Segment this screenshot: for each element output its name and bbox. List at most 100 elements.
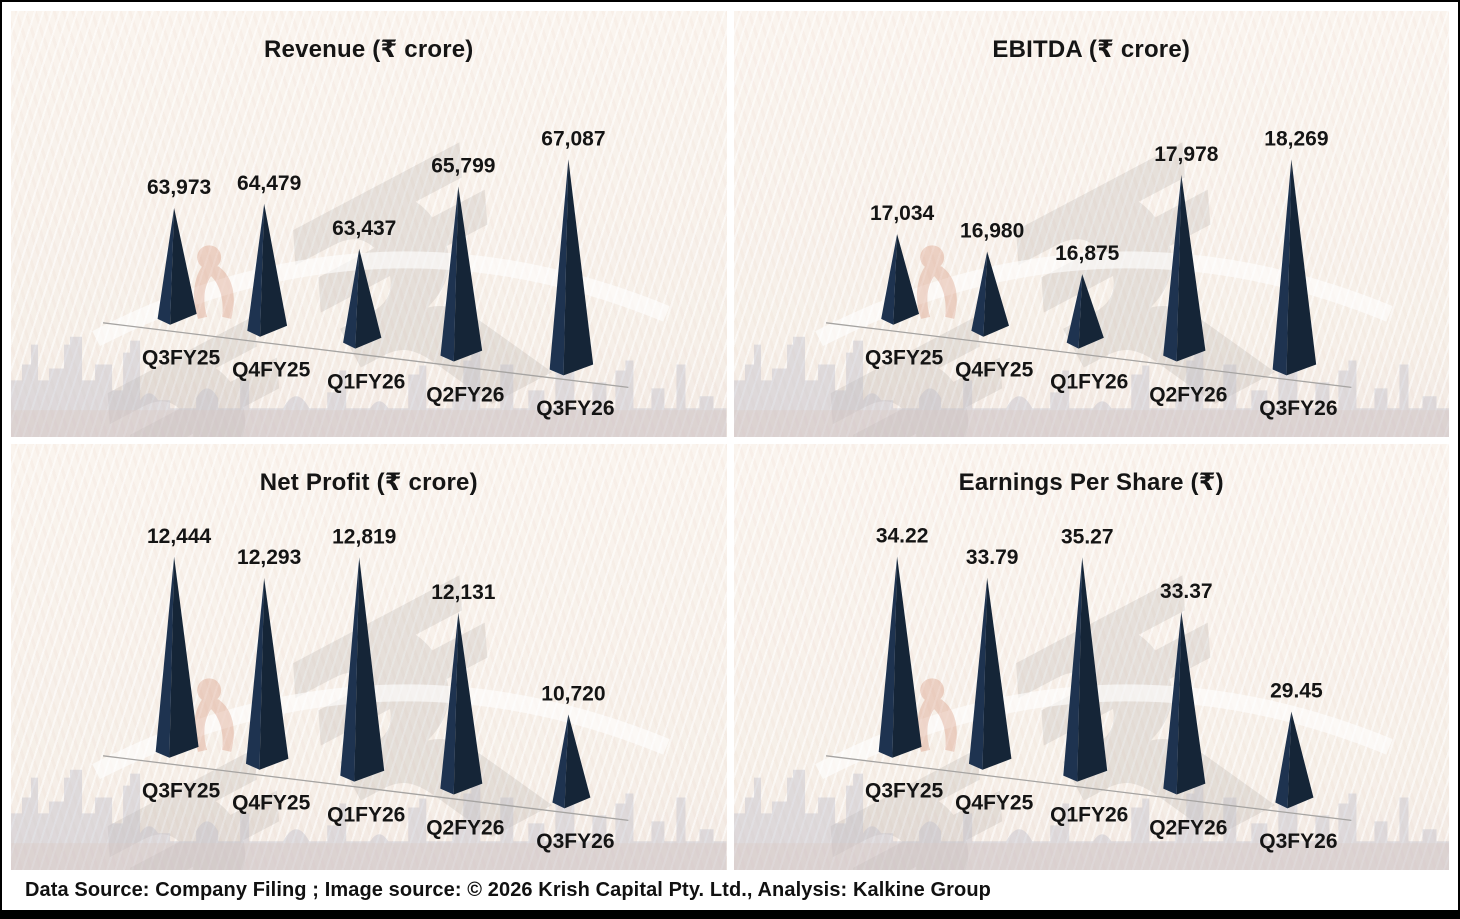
pyramid-front-face [552,714,569,809]
source-text: Data Source: Company Filing ; Image sour… [25,878,991,901]
chart-eps: 34.22 Q3FY25 33.79 Q4FY25 35.27 Q1FY26 33.37 Q2… [825,525,1352,853]
pyramid-front-face [878,556,897,758]
axis-baseline [102,322,629,388]
pyramid-front-face [549,159,569,376]
pyramid-side-face [1176,611,1205,795]
pyramid-side-face [1176,175,1205,362]
value-label: 12,444 [147,525,212,548]
pyramid-side-face [1078,274,1104,349]
pyramid-q4fy25 [970,251,1009,337]
pyramid-q2fy26 [440,612,483,795]
value-label: 34.22 [875,525,928,548]
pyramid-side-face [1286,159,1316,376]
pyramid-front-face [1162,611,1181,795]
value-label: 17,034 [869,202,934,225]
category-label: Q4FY25 [955,358,1034,381]
category-label: Q1FY26 [327,803,405,826]
value-label: 33.79 [965,546,1018,569]
category-label: Q3FY26 [1259,397,1337,420]
pyramid-front-face [343,248,360,349]
pyramid-q3fy26 [549,159,594,376]
category-label: Q2FY26 [426,816,504,839]
category-label: Q3FY25 [865,347,944,370]
panel-ebitda: EBITDA (₹ crore) 17,034 Q3FY25 16,980 Q4FY2… [733,11,1449,437]
category-label: Q4FY25 [955,791,1034,814]
pyramid-q4fy25 [968,577,1011,770]
pyramid-q1fy26 [343,248,382,349]
pyramid-side-face [982,577,1011,770]
value-label: 16,980 [960,220,1024,243]
pyramid-q3fy26 [1274,711,1313,809]
value-label: 18,269 [1264,128,1328,151]
pyramid-q2fy26 [1162,175,1205,362]
pyramid-front-face [1272,159,1291,376]
pyramid-front-face [880,234,897,325]
pyramid-q2fy26 [440,186,483,362]
pyramid-side-face [260,203,288,337]
axis-baseline [102,755,629,821]
chart-revenue: 63,973 Q3FY25 64,479 Q4FY25 63,437 Q1FY26 65,7… [102,127,629,420]
pyramid-side-face [1287,711,1313,809]
category-label: Q4FY25 [232,791,311,814]
axis-baseline [825,755,1352,821]
pyramid-side-face [453,612,483,795]
pyramid-front-face [245,577,265,770]
pyramid-front-face [1066,274,1082,349]
category-label: Q3FY25 [142,780,221,803]
value-label: 12,131 [431,581,496,604]
category-label: Q1FY26 [1050,803,1128,826]
value-label: 10,720 [541,683,605,706]
pyramid-front-face [970,251,987,337]
pyramid-q3fy25 [157,207,197,325]
value-label: 63,437 [332,217,396,240]
value-label: 12,819 [332,525,396,548]
pyramid-q2fy26 [1162,611,1205,795]
value-label: 67,087 [541,127,605,150]
value-label: 29.45 [1270,680,1323,703]
pyramid-side-face [1076,557,1107,782]
pyramid-q4fy25 [247,203,288,337]
axis-baseline [825,322,1352,388]
value-label: 64,479 [237,172,301,195]
panel-eps: Earnings Per Share (₹) 34.22 Q3FY25 33.79 Q… [733,444,1449,870]
pyramid-q3fy26 [552,714,591,809]
pyramid-front-face [1274,711,1291,809]
category-label: Q3FY26 [536,397,614,420]
chart-net-profit: 12,444 Q3FY25 12,293 Q4FY25 12,819 Q1FY26 12,1… [102,525,629,853]
category-label: Q2FY26 [1149,816,1227,839]
category-label: Q2FY26 [426,383,504,406]
value-label: 63,973 [147,176,211,199]
chart-title-eps: Earnings Per Share (₹) [958,469,1224,496]
pyramid-side-face [891,556,922,758]
value-label: 35.27 [1060,525,1113,548]
pyramid-side-face [453,186,483,362]
category-label: Q3FY26 [536,830,614,853]
category-label: Q4FY25 [232,358,311,381]
category-label: Q2FY26 [1149,383,1227,406]
panel-net-profit: Net Profit (₹ crore) 12,444 Q3FY25 12,293 Q… [11,444,727,870]
chart-title-ebitda: EBITDA (₹ crore) [992,36,1191,63]
chart-title-revenue: Revenue (₹ crore) [264,36,474,63]
pyramid-side-face [169,556,199,758]
pyramid-side-face [170,207,197,325]
pyramid-side-face [355,248,382,349]
pyramid-front-face [440,186,459,362]
pyramid-q1fy26 [340,557,385,782]
pyramid-side-face [259,577,289,770]
value-label: 16,875 [1055,242,1120,265]
chart-title-net-profit: Net Profit (₹ crore) [259,469,478,496]
pyramid-q1fy26 [1066,274,1104,349]
pyramid-front-face [440,612,459,795]
panel-revenue: Revenue (₹ crore) 63,973 Q3FY25 64,479 Q4FY… [11,11,727,437]
chart-ebitda: 17,034 Q3FY25 16,980 Q4FY25 16,875 Q1FY26 17,9… [825,128,1352,420]
category-label: Q3FY25 [865,780,944,803]
pyramid-side-face [564,714,591,809]
value-label: 17,978 [1154,143,1218,166]
value-label: 65,799 [431,155,495,178]
pyramid-front-face [155,556,175,758]
value-label: 12,293 [237,546,301,569]
pyramid-q3fy25 [878,556,922,758]
pyramid-q3fy25 [155,556,199,758]
category-label: Q1FY26 [1050,370,1128,393]
